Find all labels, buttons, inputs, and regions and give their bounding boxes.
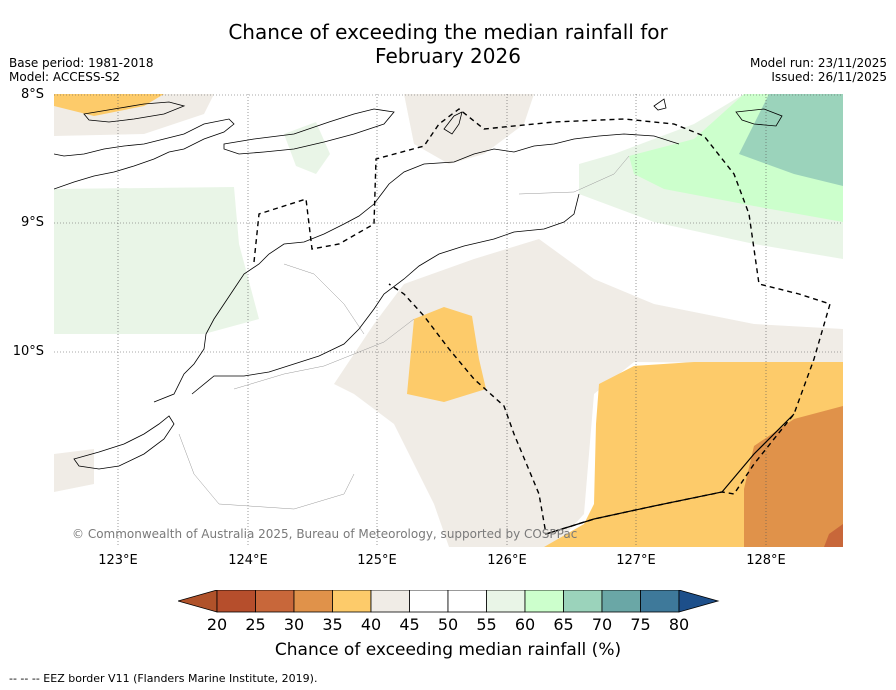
- colorbar-tick-label: 30: [283, 615, 305, 634]
- lat-label-10: 10°S: [12, 344, 44, 359]
- colorbar-extend-low: [176, 589, 218, 613]
- colorbar-tick-label: 80: [668, 615, 690, 634]
- lat-label-8: 8°S: [20, 87, 44, 102]
- colorbar-segment: [563, 589, 603, 613]
- region-teal: [739, 94, 843, 186]
- region-lightgreen-small: [284, 122, 330, 174]
- lon-label-125: 125°E: [357, 553, 397, 568]
- base-period: Base period: 1981-2018: [9, 56, 154, 70]
- lat-label-9: 9°S: [20, 215, 44, 230]
- coast-sumba: [73, 415, 175, 470]
- colorbar-segment: [486, 589, 526, 613]
- coast-island-top: [443, 111, 463, 135]
- meta-left: Base period: 1981-2018 Model: ACCESS-S2: [9, 56, 154, 84]
- copyright-notice: © Commonwealth of Australia 2025, Bureau…: [72, 527, 578, 541]
- colorbar-segment: [601, 589, 641, 613]
- lon-label-124: 124°E: [228, 553, 268, 568]
- contour-4: [283, 263, 365, 335]
- contour-1: [233, 318, 415, 390]
- colorbar-tick-label: 70: [591, 615, 613, 634]
- colorbar-segment: [293, 589, 333, 613]
- colorbar-label: Chance of exceeding median rainfall (%): [274, 640, 622, 660]
- coast-island-teal: [735, 108, 783, 127]
- contour-2: [178, 433, 355, 510]
- colorbar-tick-label: 55: [476, 615, 497, 634]
- region-lightgreen-left: [54, 187, 259, 334]
- region-orange-topleft: [54, 94, 164, 116]
- coastlines: [54, 98, 783, 470]
- lon-label-123: 123°E: [98, 553, 138, 568]
- contour-3: [518, 155, 630, 195]
- colorbar-tick-label: 60: [514, 615, 536, 634]
- region-orange-center: [407, 307, 486, 402]
- region-grey-top: [404, 94, 534, 164]
- meta-right: Model run: 23/11/2025 Issued: 26/11/2025: [750, 56, 887, 84]
- colorbar-segment: [255, 589, 295, 613]
- colorbar-tick-label: 40: [360, 615, 382, 634]
- eez-solid-segment: [545, 413, 795, 535]
- region-darkorange: [744, 406, 843, 547]
- model-run: Model run: 23/11/2025: [749, 56, 887, 70]
- model-name: Model: ACCESS-S2: [9, 70, 121, 84]
- colorbar-tick-label: 65: [553, 615, 574, 634]
- colorbar-segment: [409, 589, 449, 613]
- coast-alor: [83, 101, 186, 123]
- contour-lines: [178, 155, 630, 510]
- coast-island-topright: [653, 98, 667, 111]
- colorbar-segment: [216, 589, 256, 613]
- chart-title-line2: February 2026: [375, 44, 521, 68]
- footnote: -- -- -- EEZ border V11 (Flanders Marine…: [9, 672, 318, 685]
- lon-label-128: 128°E: [746, 553, 786, 568]
- colorbar-extend-high: [678, 589, 720, 613]
- lon-label-127: 127°E: [616, 553, 656, 568]
- coast-wetar: [223, 108, 395, 155]
- colorbar-tick-label: 50: [437, 615, 459, 634]
- issued-date: Issued: 26/11/2025: [771, 70, 887, 84]
- colorbar-tick-label: 45: [399, 615, 420, 634]
- chart-title: Chance of exceeding the median rainfall …: [0, 20, 896, 68]
- region-grey-bottomleft: [54, 449, 94, 492]
- lon-label-126: 126°E: [487, 553, 527, 568]
- colorbar-segment: [524, 589, 564, 613]
- colorbar-tick-label: 25: [245, 615, 266, 634]
- gridlines: [54, 94, 843, 547]
- coast-timor: [153, 133, 680, 403]
- chart-title-line1: Chance of exceeding the median rainfall …: [228, 20, 668, 44]
- colorbar-tick-label: 75: [630, 615, 651, 634]
- colorbar: [176, 589, 720, 620]
- colorbar-segment: [447, 589, 487, 613]
- colorbar-tick-label: 20: [206, 615, 228, 634]
- colorbar-segment: [332, 589, 372, 613]
- colorbar-segment: [370, 589, 410, 613]
- colorbar-svg: [176, 589, 720, 613]
- region-darkorange-corner: [824, 524, 843, 547]
- colorbar-segments: [216, 589, 680, 613]
- colorbar-segment: [640, 589, 680, 613]
- colorbar-tick-label: 35: [322, 615, 343, 634]
- coast-timor-south: [191, 193, 580, 395]
- map-panel: [54, 94, 843, 547]
- coast-flores: [54, 118, 235, 190]
- eez-border: [253, 108, 831, 535]
- map-svg: [54, 94, 843, 547]
